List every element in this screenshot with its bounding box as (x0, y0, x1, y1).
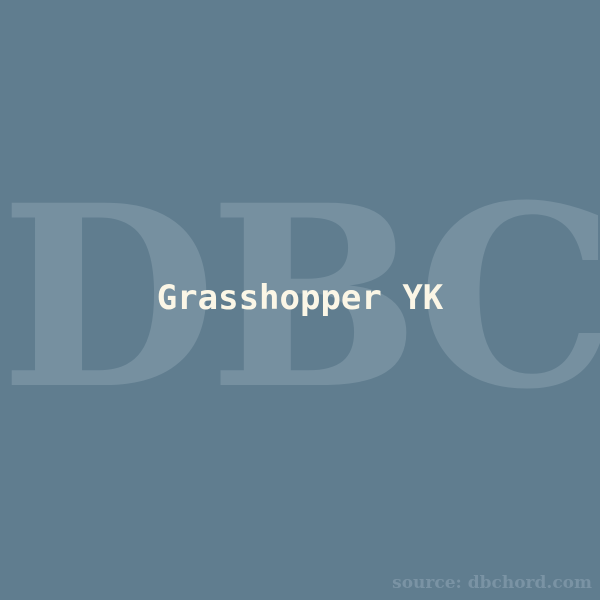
dbc-watermark-logo: DBC (0, 150, 600, 444)
source-credit: source: dbchord.com (392, 573, 592, 593)
song-title: Grasshopper YK (156, 278, 444, 318)
